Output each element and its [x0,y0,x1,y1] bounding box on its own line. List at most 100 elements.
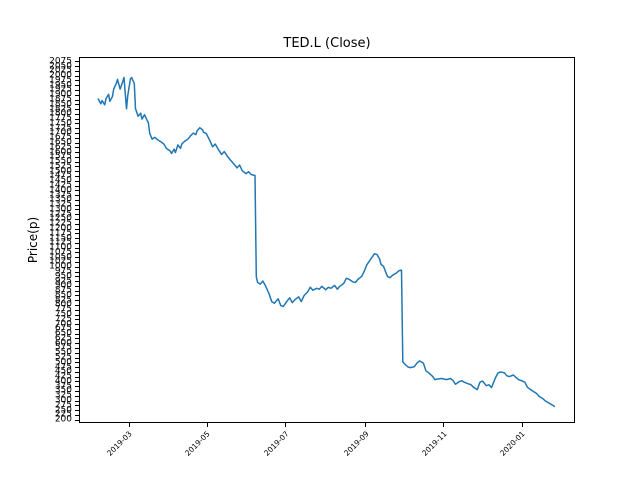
y-tick-mark [75,185,79,187]
y-tick-mark [75,75,79,77]
x-tick-mark [285,423,287,427]
x-tick-label: 2019-11 [420,429,449,458]
y-tick-label: 1325 [49,199,72,210]
y-tick-mark [75,152,79,154]
x-tick-label: 2019-05 [183,429,213,458]
y-tick-mark [75,118,79,120]
y-tick-label: 1525 [49,161,72,172]
y-tick-label: 2025 [49,65,72,76]
y-tick-mark [75,104,79,106]
y-tick-mark [75,419,79,421]
y-tick-label: 1075 [49,247,72,258]
x-tick-mark [128,423,130,427]
y-tick-label: 475 [54,361,72,372]
y-tick-mark [75,89,79,91]
x-tick-mark [206,423,208,427]
y-tick-label: 450 [54,366,72,377]
y-tick-label: 800 [54,299,72,310]
y-tick-mark [75,223,79,225]
x-tick-mark [443,423,445,427]
y-tick-label: 1250 [49,213,72,224]
y-tick-label: 1025 [49,256,72,267]
y-tick-mark [75,247,79,249]
y-tick-label: 1900 [49,89,72,100]
y-tick-label: 1775 [49,113,72,124]
y-tick-label: 1400 [49,185,72,196]
y-tick-mark [75,132,79,134]
y-tick-label: 1700 [49,127,72,138]
y-tick-mark [75,357,79,359]
y-tick-label: 1850 [49,99,72,110]
y-tick-label: 2000 [49,70,72,81]
y-tick-mark [75,70,79,72]
y-tick-label: 200 [54,414,72,425]
y-tick-mark [75,238,79,240]
y-tick-label: 225 [54,409,72,420]
y-tick-mark [75,85,79,87]
y-tick-mark [75,266,79,268]
y-tick-label: 975 [54,266,72,277]
y-tick-mark [75,195,79,197]
y-tick-mark [75,166,79,168]
y-tick-label: 275 [54,400,72,411]
y-tick-label: 1500 [49,165,72,176]
y-tick-mark [75,381,79,383]
y-tick-mark [75,61,79,63]
y-tick-mark [75,80,79,82]
y-tick-label: 300 [54,395,72,406]
y-tick-label: 925 [54,275,72,286]
y-tick-mark [75,156,79,158]
y-tick-mark [75,352,79,354]
y-tick-mark [75,175,79,177]
y-tick-label: 1300 [49,204,72,215]
y-tick-label: 700 [54,318,72,329]
y-tick-mark [75,395,79,397]
y-tick-label: 500 [54,357,72,368]
y-tick-label: 1175 [49,228,72,239]
y-tick-label: 1450 [49,175,72,186]
y-tick-label: 2075 [49,56,72,67]
y-tick-mark [75,314,79,316]
y-tick-mark [75,319,79,321]
y-tick-label: 825 [54,294,72,305]
y-tick-mark [75,386,79,388]
y-tick-label: 1925 [49,84,72,95]
y-tick-mark [75,137,79,139]
y-tick-label: 350 [54,385,72,396]
x-tick-label: 2019-07 [262,429,291,458]
y-tick-mark [75,94,79,96]
y-tick-label: 1425 [49,180,72,191]
y-tick-mark [75,276,79,278]
y-tick-mark [75,347,79,349]
y-tick-label: 1750 [49,118,72,129]
y-tick-mark [75,410,79,412]
y-tick-mark [75,400,79,402]
y-tick-label: 575 [54,342,72,353]
y-tick-label: 550 [54,347,72,358]
x-tick-label: 2019-09 [341,429,371,458]
y-tick-label: 1150 [49,232,72,243]
y-tick-label: 400 [54,376,72,387]
y-tick-mark [75,328,79,330]
y-tick-label: 650 [54,328,72,339]
y-tick-label: 1200 [49,223,72,234]
y-tick-mark [75,199,79,201]
y-tick-mark [75,214,79,216]
y-tick-label: 950 [54,271,72,282]
y-tick-label: 1950 [49,79,72,90]
y-tick-mark [75,113,79,115]
y-tick-label: 1375 [49,189,72,200]
y-tick-mark [75,161,79,163]
y-tick-label: 1675 [49,132,72,143]
y-tick-mark [75,171,79,173]
y-tick-mark [75,180,79,182]
price-line-chart [97,76,556,408]
y-tick-mark [75,252,79,254]
y-tick-mark [75,376,79,378]
y-tick-label: 775 [54,304,72,315]
y-tick-label: 675 [54,323,72,334]
y-tick-label: 1625 [49,142,72,153]
chart-title: TED.L (Close) [283,36,371,51]
y-tick-label: 525 [54,352,72,363]
